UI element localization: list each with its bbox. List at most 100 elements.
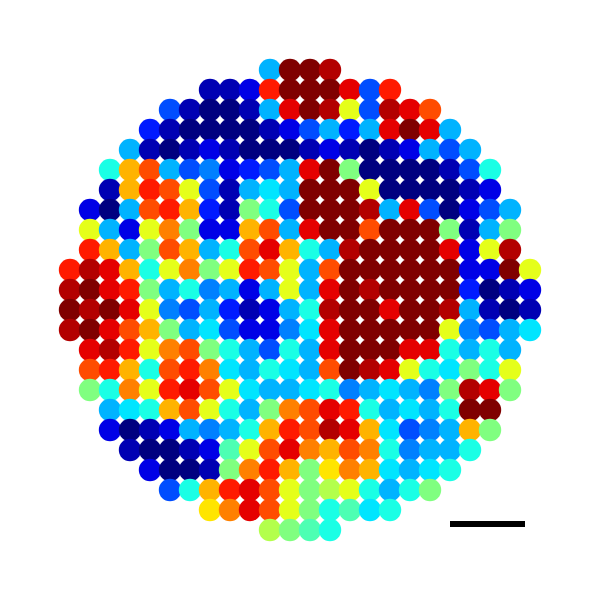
spot [379, 219, 401, 241]
spot [439, 159, 461, 181]
spot [159, 139, 181, 161]
spot [199, 499, 221, 521]
spot [319, 439, 341, 461]
spot [159, 479, 181, 501]
spot [419, 479, 441, 501]
spot [99, 179, 121, 201]
spot [419, 279, 441, 301]
scale-bar [450, 521, 525, 527]
spot [119, 379, 141, 401]
spot [159, 399, 181, 421]
spot [499, 359, 521, 381]
spot [139, 279, 161, 301]
spot [319, 199, 341, 221]
spot [419, 359, 441, 381]
spot [279, 399, 301, 421]
spot [239, 279, 261, 301]
spot [239, 459, 261, 481]
spot [359, 319, 381, 341]
spot [499, 199, 521, 221]
spot [279, 239, 301, 261]
spot [399, 339, 421, 361]
spot [179, 339, 201, 361]
spot [399, 239, 421, 261]
spot [119, 139, 141, 161]
spot [299, 499, 321, 521]
spot [399, 419, 421, 441]
spot [459, 139, 481, 161]
spot [379, 499, 401, 521]
spot [199, 139, 221, 161]
spot [339, 459, 361, 481]
spot [259, 239, 281, 261]
spot [219, 299, 241, 321]
spot [179, 439, 201, 461]
spot [279, 219, 301, 241]
spot [239, 299, 261, 321]
spot [159, 439, 181, 461]
spot [339, 299, 361, 321]
spot [319, 259, 341, 281]
spot [339, 119, 361, 141]
spot [79, 259, 101, 281]
spot [379, 439, 401, 461]
spot [119, 299, 141, 321]
spot [259, 519, 281, 541]
spot [379, 359, 401, 381]
spot [199, 479, 221, 501]
spot [459, 399, 481, 421]
spot [379, 119, 401, 141]
spot [479, 199, 501, 221]
spot [219, 399, 241, 421]
spot [159, 339, 181, 361]
spot [319, 239, 341, 261]
spot [199, 379, 221, 401]
spot [179, 119, 201, 141]
spot [159, 199, 181, 221]
spot [279, 479, 301, 501]
spot [239, 179, 261, 201]
spot [279, 79, 301, 101]
spot [239, 139, 261, 161]
spot [379, 139, 401, 161]
spot [139, 239, 161, 261]
spot [259, 59, 281, 81]
spot [139, 299, 161, 321]
spot [279, 439, 301, 461]
spot [239, 399, 261, 421]
spot [319, 99, 341, 121]
spot [139, 419, 161, 441]
spot [199, 319, 221, 341]
spot [259, 319, 281, 341]
spot [419, 259, 441, 281]
spot [259, 199, 281, 221]
spot [359, 179, 381, 201]
spot [179, 419, 201, 441]
spot [79, 279, 101, 301]
spot [79, 319, 101, 341]
spot [359, 99, 381, 121]
spot [339, 379, 361, 401]
spot [399, 199, 421, 221]
spot [239, 439, 261, 461]
spot [99, 319, 121, 341]
spot [319, 279, 341, 301]
spot [339, 199, 361, 221]
spot [399, 379, 421, 401]
spot [379, 339, 401, 361]
spot [419, 119, 441, 141]
spot [319, 179, 341, 201]
spot [439, 199, 461, 221]
spot [179, 159, 201, 181]
spot [419, 159, 441, 181]
spot [359, 79, 381, 101]
spot [439, 139, 461, 161]
spot [339, 279, 361, 301]
spot [459, 439, 481, 461]
spot [159, 359, 181, 381]
spot [499, 239, 521, 261]
spot [359, 399, 381, 421]
spot [119, 159, 141, 181]
spot [519, 319, 541, 341]
spot [419, 199, 441, 221]
